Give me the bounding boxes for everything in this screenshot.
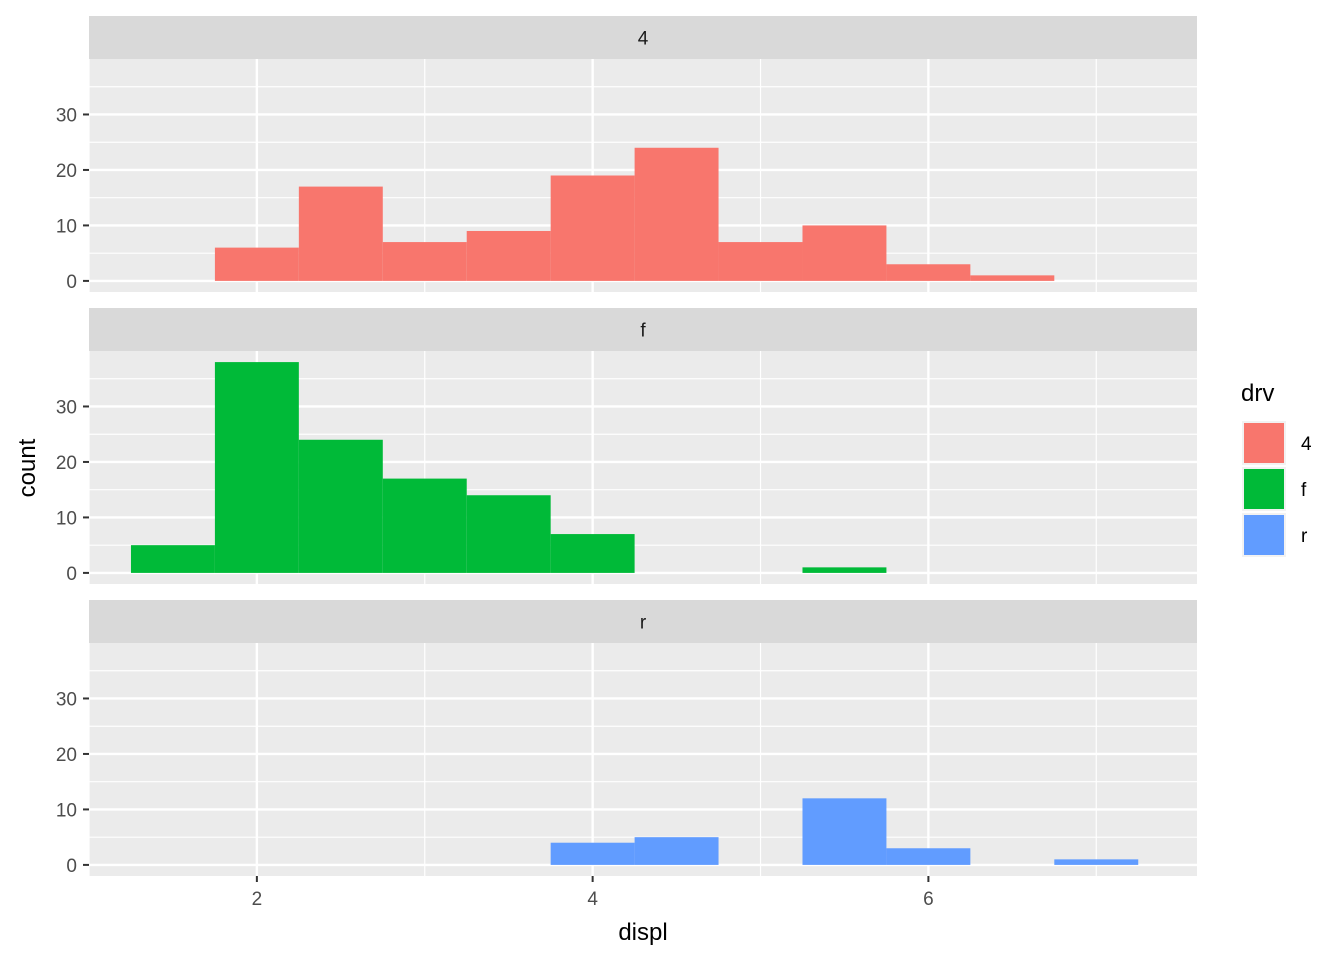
- y-tick-label: 20: [56, 161, 77, 182]
- histogram-bar: [382, 478, 467, 573]
- x-tick-label: 6: [923, 889, 934, 910]
- histogram-bar: [130, 545, 215, 573]
- legend-swatch: [1244, 469, 1284, 509]
- histogram-bar: [634, 837, 719, 865]
- histogram-bar: [970, 275, 1055, 281]
- x-axis-title: displ: [618, 919, 667, 946]
- y-tick-label: 30: [56, 105, 77, 126]
- histogram-bar: [718, 242, 803, 281]
- y-tick-label: 10: [56, 800, 77, 821]
- histogram-bar: [802, 567, 887, 573]
- y-tick-label: 20: [56, 453, 77, 474]
- legend-label: 4: [1301, 434, 1312, 455]
- histogram-bar: [298, 186, 383, 281]
- legend-title: drv: [1241, 380, 1274, 407]
- histogram-bar: [550, 175, 635, 281]
- y-tick-label: 10: [56, 508, 77, 529]
- histogram-bar: [298, 439, 383, 573]
- legend-label: r: [1301, 526, 1308, 547]
- facet-strip: [89, 600, 1197, 643]
- histogram-bar: [802, 225, 887, 281]
- histogram-bar: [634, 147, 719, 281]
- facet-panels: 4 0 10 20 30 f 0 10 20 30 r 0 10 20 30 2 4 6: [56, 16, 1197, 910]
- legend-swatch: [1244, 423, 1284, 463]
- legend: drv 4 f r: [1241, 380, 1312, 557]
- histogram-bar: [214, 247, 299, 281]
- histogram-bar: [382, 242, 467, 281]
- histogram-bar: [214, 362, 299, 573]
- histogram-bar: [550, 842, 635, 865]
- histogram-bar: [466, 230, 551, 281]
- histogram-bar: [886, 264, 971, 281]
- histogram-bar: [802, 798, 887, 865]
- x-tick-label: 2: [252, 889, 263, 910]
- y-tick-label: 0: [66, 272, 77, 293]
- y-axis-title: count: [14, 438, 41, 497]
- legend-swatch: [1244, 515, 1284, 555]
- y-tick-label: 10: [56, 216, 77, 237]
- facet-strip: [89, 308, 1197, 351]
- y-tick-label: 30: [56, 397, 77, 418]
- facet-panel-f: f 0 10 20 30: [56, 308, 1197, 585]
- y-tick-label: 20: [56, 745, 77, 766]
- facet-panel-4: 4 0 10 20 30: [56, 16, 1197, 293]
- facet-strip-label: r: [640, 613, 647, 634]
- facet-panel-r: r 0 10 20 30: [56, 600, 1197, 877]
- facet-strip: [89, 16, 1197, 59]
- facet-strip-label: 4: [638, 29, 649, 50]
- y-tick-label: 0: [66, 856, 77, 877]
- legend-label: f: [1301, 480, 1307, 501]
- histogram-bar: [550, 534, 635, 573]
- facet-strip-label: f: [640, 321, 646, 342]
- y-tick-label: 0: [66, 564, 77, 585]
- x-tick-label: 4: [587, 889, 598, 910]
- histogram-bar: [1054, 859, 1139, 865]
- y-tick-label: 30: [56, 689, 77, 710]
- histogram-bar: [886, 848, 971, 865]
- histogram-bar: [466, 495, 551, 573]
